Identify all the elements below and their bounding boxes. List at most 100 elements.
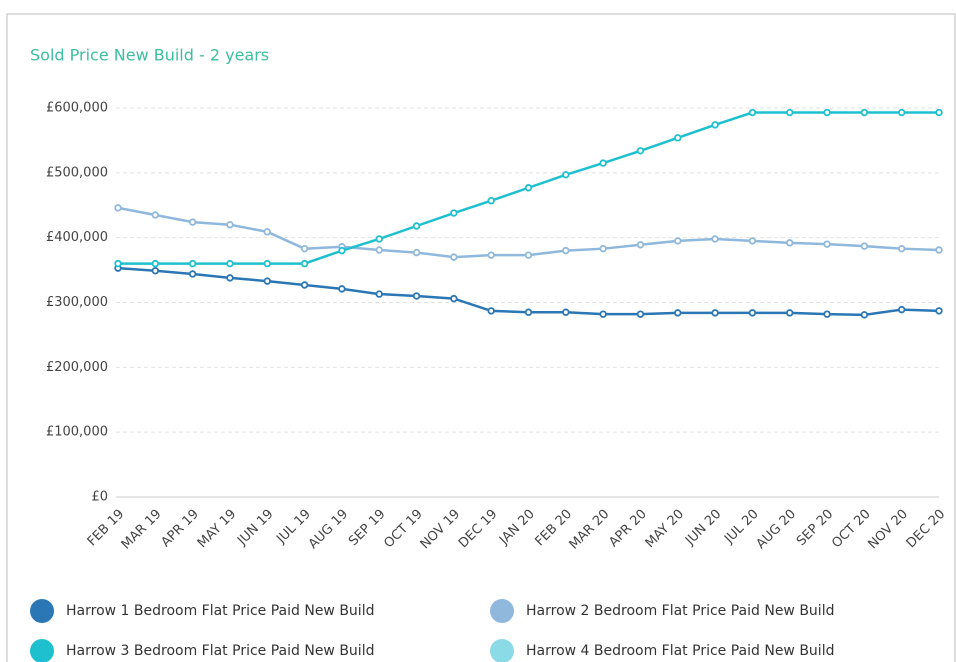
x-tick-label: APR 20 <box>606 507 649 550</box>
data-point <box>412 248 421 257</box>
data-point <box>897 244 906 253</box>
x-tick-label: NOV 19 <box>418 507 463 552</box>
data-point <box>300 259 309 268</box>
data-point <box>786 239 794 247</box>
data-point <box>412 222 421 230</box>
data-point <box>860 242 869 250</box>
data-point <box>599 244 607 253</box>
x-tick-label: JAN 20 <box>496 507 538 549</box>
data-point <box>188 218 197 226</box>
y-tick-label: £200,000 <box>46 360 108 375</box>
y-tick-label: £100,000 <box>46 425 108 440</box>
data-point <box>711 309 719 317</box>
series-line <box>117 206 940 259</box>
data-point <box>188 259 197 268</box>
x-tick-label: DEC 20 <box>904 507 949 552</box>
y-tick-label: £0 <box>91 490 108 505</box>
legend-swatch <box>490 599 514 623</box>
y-tick-label: £300,000 <box>46 295 108 310</box>
data-point <box>711 121 719 129</box>
data-point <box>450 209 458 217</box>
legend-label: Harrow 4 Bedroom Flat Price Paid New Bui… <box>526 643 834 659</box>
data-point <box>487 197 495 205</box>
data-point <box>748 309 757 317</box>
data-point <box>823 240 831 248</box>
y-tick-label: £500,000 <box>46 165 108 180</box>
legend-swatch <box>30 639 54 662</box>
data-point <box>114 259 122 268</box>
data-point <box>674 134 682 142</box>
legend-label: Harrow 3 Bedroom Flat Price Paid New Bui… <box>66 643 374 659</box>
data-point <box>226 220 234 229</box>
data-point <box>711 235 719 243</box>
data-point <box>935 108 943 117</box>
data-point <box>786 108 794 117</box>
data-point <box>412 292 421 300</box>
data-point <box>674 237 682 245</box>
data-point <box>114 204 122 212</box>
data-point <box>674 309 682 317</box>
data-point <box>151 267 160 275</box>
data-point <box>636 147 645 155</box>
data-point <box>860 311 869 319</box>
x-tick-label: NOV 20 <box>866 507 911 552</box>
x-tick-label: MAY 19 <box>195 507 239 551</box>
x-tick-label: MAY 20 <box>643 507 687 551</box>
data-point <box>636 310 645 318</box>
x-tick-label: OCT 20 <box>829 507 874 552</box>
data-point <box>487 307 495 315</box>
data-point <box>263 277 271 285</box>
data-point <box>151 259 160 268</box>
data-point <box>263 228 271 236</box>
y-tick-label: £600,000 <box>46 101 108 116</box>
x-tick-label: APR 19 <box>158 507 201 550</box>
data-point <box>524 251 533 259</box>
data-point <box>188 270 197 278</box>
data-point <box>860 108 869 117</box>
legend-label: Harrow 1 Bedroom Flat Price Paid New Bui… <box>66 603 374 619</box>
data-point <box>748 108 757 117</box>
data-point <box>263 259 271 268</box>
data-point <box>487 251 495 259</box>
data-point <box>375 290 383 298</box>
y-tick-label: £400,000 <box>46 230 108 245</box>
data-point <box>338 246 346 255</box>
card-border <box>6 13 956 662</box>
x-tick-label: DEC 19 <box>456 507 501 552</box>
data-point <box>375 235 383 243</box>
data-point <box>524 308 533 316</box>
data-point <box>562 171 570 179</box>
x-tick-label: OCT 19 <box>381 507 426 552</box>
data-point <box>338 285 346 293</box>
x-tick-label: JUN 20 <box>682 507 724 549</box>
data-point <box>599 159 607 167</box>
data-point <box>748 237 757 245</box>
data-point <box>300 244 309 253</box>
data-point <box>375 246 383 254</box>
x-tick-label: JUN 19 <box>234 507 276 549</box>
data-point <box>226 274 234 282</box>
data-point <box>151 211 160 219</box>
x-tick-label: MAR 19 <box>119 507 165 553</box>
data-point <box>562 308 570 316</box>
data-point <box>300 281 309 289</box>
series-line <box>117 266 940 317</box>
data-point <box>636 241 645 249</box>
data-point <box>226 259 234 268</box>
legend-swatch <box>490 639 514 662</box>
data-point <box>450 253 458 261</box>
x-tick-label: AUG 19 <box>306 507 351 552</box>
x-tick-label: MAR 20 <box>567 507 613 553</box>
data-point <box>897 305 906 314</box>
data-point <box>897 108 906 117</box>
chart-title: Sold Price New Build - 2 years <box>30 46 269 65</box>
data-point <box>524 184 533 192</box>
data-point <box>450 294 458 303</box>
data-point <box>823 108 831 117</box>
data-point <box>786 309 794 317</box>
data-point <box>935 246 943 254</box>
legend-swatch <box>30 599 54 623</box>
x-tick-label: AUG 20 <box>754 507 799 552</box>
